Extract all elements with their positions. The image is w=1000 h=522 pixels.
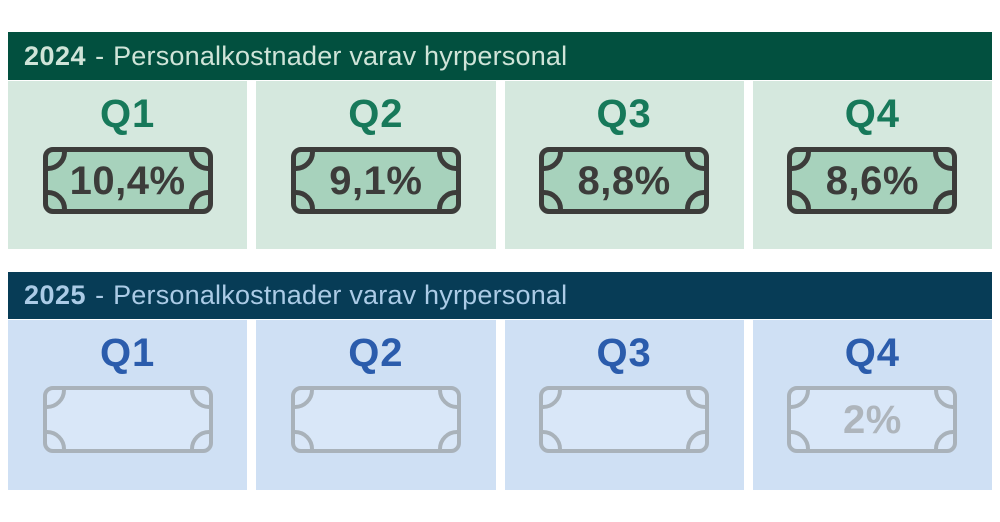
banknote-corner-icon [294, 390, 314, 409]
quarter-value: 8,8% [577, 158, 671, 203]
header-separator: - [95, 40, 105, 71]
banknote-corner-icon [685, 190, 705, 209]
banknote-corner-icon [933, 190, 953, 209]
banknote-corner-icon [685, 152, 705, 171]
banknote-corner-icon [933, 152, 953, 171]
quarter-label: Q3 [596, 331, 652, 375]
banknote-corner-icon [436, 190, 456, 209]
quarter-value: 9,1% [329, 158, 423, 203]
banknote-corner-icon [544, 190, 564, 209]
quarter-card-2025-q2: Q2 [256, 320, 496, 490]
header-separator: - [95, 280, 105, 310]
section-year: 2024 [24, 40, 87, 71]
quarter-label: Q4 [844, 331, 901, 375]
quarter-row-2025: Q1 Q2 Q3 [8, 320, 992, 490]
banknote-corner-icon [294, 430, 314, 449]
banknote-icon: 2% [787, 386, 958, 453]
banknote-corner-icon [188, 190, 208, 209]
banknote-corner-icon [792, 190, 812, 209]
banknote-icon-empty [42, 386, 213, 453]
quarter-label: Q2 [348, 92, 404, 136]
quarter-label: Q2 [348, 331, 404, 375]
quarter-value: 8,6% [825, 158, 919, 203]
banknote-corner-icon [437, 430, 457, 449]
banknote-icon: 9,1% [290, 147, 461, 214]
quarter-label: Q1 [99, 92, 156, 136]
section-2024-header: 2024 - Personalkostnader varav hyrperson… [8, 32, 992, 80]
quarter-label: Q3 [596, 92, 652, 136]
banknote-corner-icon [295, 190, 315, 209]
banknote-corner-icon [934, 390, 954, 409]
banknote-corner-icon [189, 390, 209, 409]
section-2024: 2024 - Personalkostnader varav hyrperson… [8, 32, 992, 249]
quarter-card-2024-q4: Q4 8,6% [752, 81, 992, 249]
banknote-icon: 8,6% [787, 147, 958, 214]
quarter-card-2024-q2: Q2 9,1% [256, 81, 496, 249]
banknote-corner-icon [437, 390, 457, 409]
banknote-corner-icon [934, 430, 954, 449]
quarter-card-2024-q3: Q3 8,8% [504, 81, 744, 249]
quarter-label: Q1 [99, 331, 156, 375]
banknote-corner-icon [791, 430, 811, 449]
banknote-icon-empty [539, 386, 710, 453]
banknote-corner-icon [436, 152, 456, 171]
banknote-corner-icon [46, 390, 66, 409]
section-year: 2025 [24, 280, 87, 310]
quarter-value: 10,4% [69, 158, 186, 203]
quarter-row-2024: Q1 10,4% Q2 9,1% [8, 81, 992, 249]
banknote-icon-empty [290, 386, 461, 453]
quarter-card-2025-q4: Q4 2% [752, 320, 992, 490]
quarter-card-2025-q3: Q3 [504, 320, 744, 490]
section-title: Personalkostnader varav hyrpersonal [113, 40, 568, 71]
banknote-corner-icon [792, 152, 812, 171]
banknote-corner-icon [47, 152, 67, 171]
banknote-corner-icon [543, 390, 563, 409]
banknote-corner-icon [544, 152, 564, 171]
banknote-corner-icon [543, 430, 563, 449]
banknote-corner-icon [686, 430, 706, 449]
banknote-corner-icon [188, 152, 208, 171]
quarter-value: 2% [842, 397, 902, 442]
quarter-label: Q4 [844, 92, 901, 136]
banknote-corner-icon [791, 390, 811, 409]
banknote-icon: 10,4% [42, 147, 213, 214]
banknote-corner-icon [47, 190, 67, 209]
section-title: Personalkostnader varav hyrpersonal [113, 280, 568, 310]
section-2025: 2025 - Personalkostnader varav hyrperson… [8, 272, 992, 490]
banknote-corner-icon [46, 430, 66, 449]
banknote-corner-icon [295, 152, 315, 171]
banknote-corner-icon [686, 390, 706, 409]
section-2025-header: 2025 - Personalkostnader varav hyrperson… [8, 272, 992, 319]
banknote-icon: 8,8% [539, 147, 710, 214]
quarter-card-2024-q1: Q1 10,4% [8, 81, 248, 249]
quarter-card-2025-q1: Q1 [8, 320, 248, 490]
banknote-corner-icon [189, 430, 209, 449]
